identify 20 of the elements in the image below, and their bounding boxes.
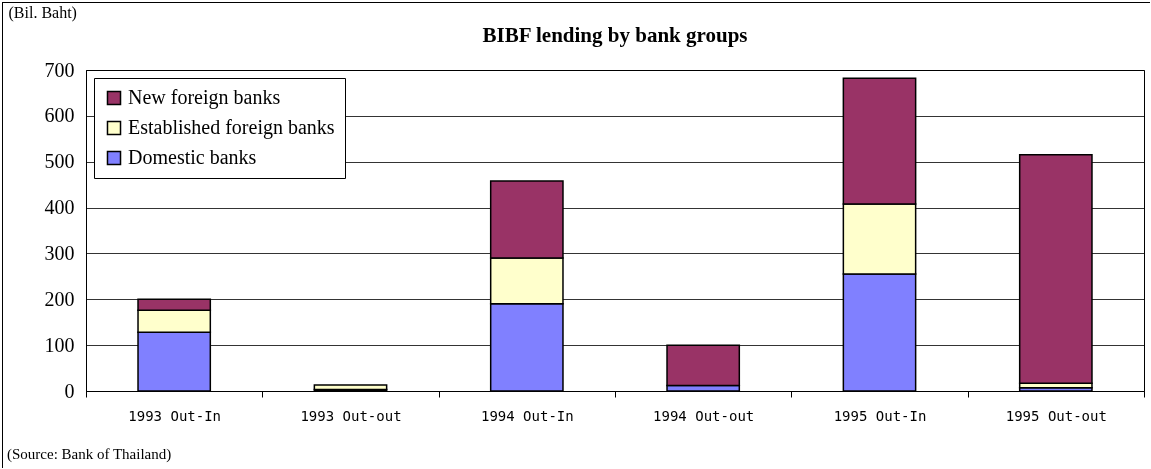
y-tick-label: 100 <box>44 333 75 356</box>
x-tick-label: 1995 Out-out <box>1005 407 1107 424</box>
x-tick-label: 1993 Out-out <box>300 407 402 424</box>
y-tick-label: 400 <box>44 196 75 219</box>
x-tick-label: 1993 Out-In <box>128 407 222 424</box>
y-tick-label: 500 <box>44 150 75 173</box>
chart-title: BIBF lending by bank groups <box>482 23 748 47</box>
x-tick-label: 1994 Out-out <box>653 407 755 424</box>
x-tick-label: 1995 Out-In <box>833 407 927 424</box>
legend-label: Established foreign banks <box>128 116 335 139</box>
y-tick-label: 600 <box>44 104 75 127</box>
text: (Source: Bank of Thailand) <box>7 446 172 463</box>
y-tick-label: 200 <box>44 287 75 310</box>
y-axis-title: (Bil. Baht) <box>8 3 77 22</box>
y-tick-label: 300 <box>44 241 75 264</box>
y-tick-label: 0 <box>64 379 75 402</box>
y-tick-label: 700 <box>44 58 75 81</box>
legend-label: Domestic banks <box>128 146 257 168</box>
legend-label: New foreign banks <box>128 86 281 109</box>
x-tick-label: 1994 Out-In <box>480 407 574 424</box>
